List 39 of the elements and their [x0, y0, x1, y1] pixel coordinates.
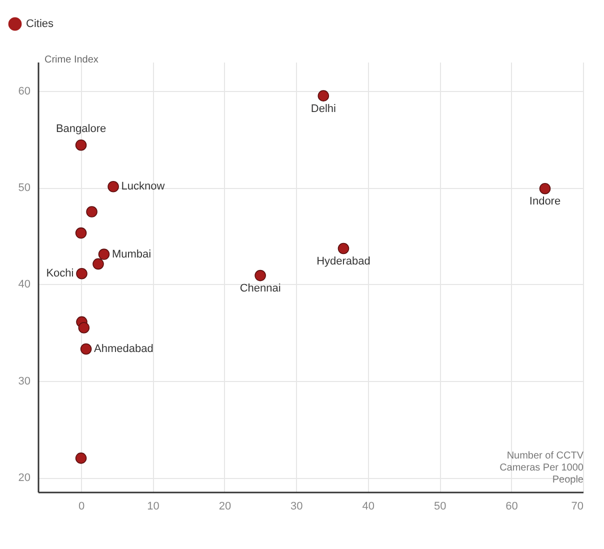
- point: [76, 268, 88, 280]
- point: [75, 452, 87, 464]
- annotation: Hyderabad: [316, 255, 370, 268]
- y-tick-label: 50: [18, 182, 30, 194]
- y-tick-label: 20: [18, 472, 30, 484]
- annotation: Bangalore: [56, 123, 106, 136]
- point: [539, 182, 551, 194]
- y-tick-label: 40: [18, 278, 30, 291]
- point: [75, 139, 87, 151]
- x-tick-label: 50: [434, 500, 446, 512]
- point: [78, 322, 90, 334]
- point: [108, 181, 119, 192]
- point: [92, 258, 104, 270]
- x-tick-label: 0: [78, 500, 85, 512]
- point: [75, 227, 87, 239]
- point: [98, 248, 110, 260]
- point: [254, 270, 266, 282]
- annotation: Delhi: [310, 102, 336, 115]
- annotation: Lucknow: [121, 180, 165, 193]
- x-tick-label: 60: [506, 500, 518, 512]
- x-tick-label: 70: [571, 500, 584, 512]
- point: [80, 343, 92, 355]
- point: [338, 242, 350, 254]
- x-tick-label: 10: [147, 500, 160, 512]
- annotation: Indore: [529, 196, 561, 208]
- y-tick-label: 60: [18, 85, 30, 98]
- legend-label: Cities: [26, 18, 54, 30]
- y-tick-label: 30: [18, 375, 30, 388]
- point: [86, 206, 98, 218]
- annotation: Kochi: [46, 268, 74, 280]
- annotation: Chennai: [240, 282, 281, 295]
- annotation: Mumbai: [112, 248, 152, 260]
- x-tick-label: 40: [362, 500, 374, 512]
- x-tick-label: 20: [218, 500, 232, 512]
- y-axis-title: Crime Index: [44, 54, 98, 66]
- x-axis-title: Number of CCTV Cameras Per 1000 People: [500, 450, 584, 486]
- point: [318, 90, 330, 102]
- annotation: Ahmedabad: [94, 342, 154, 355]
- x-tick-label: 30: [290, 500, 303, 512]
